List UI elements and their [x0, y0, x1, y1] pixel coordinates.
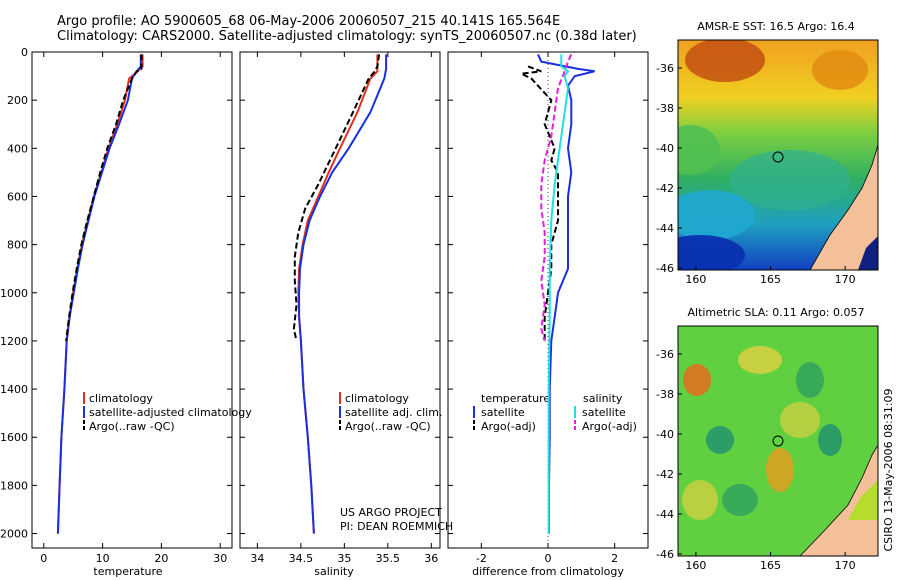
temp-legend-item-2: satellite-adjusted climatology [89, 406, 252, 419]
map-y-tick-label: -40 [656, 428, 674, 441]
series-line-satellite [547, 54, 570, 534]
map-y-tick-label: -38 [656, 102, 674, 115]
x-tick-label: 35 [337, 552, 351, 565]
series-line-argo-raw-qc- [65, 54, 143, 342]
diff-xlabel: difference from climatology [472, 565, 624, 578]
diff-legend-title-temperature: temperature [481, 392, 550, 405]
temp-legend-item-1: climatology [89, 392, 153, 405]
series-line-argo-adj- [540, 53, 573, 342]
map-y-tick-label: -36 [656, 62, 674, 75]
sal-legend-item-3: Argo(..raw -QC) [345, 420, 431, 433]
map-x-tick-label: 165 [760, 273, 781, 286]
sst-map-title: AMSR-E SST: 16.5 Argo: 16.4 [697, 20, 855, 33]
map-y-tick-label: -42 [656, 182, 674, 195]
argo-float-marker [772, 151, 784, 163]
x-tick-label: 35.5 [376, 552, 401, 565]
diff-legend-item-2: Argo(-adj) [481, 420, 536, 433]
sal-legend: climatology satellite adj. clim. Argo(..… [339, 392, 442, 433]
y-tick-label: 1000 [0, 287, 28, 300]
x-tick-label: 10 [96, 552, 110, 565]
y-tick-label: 1400 [0, 383, 28, 396]
sal-legend-item-1: climatology [345, 392, 409, 405]
figure-title-line2: Climatology: CARS2000. Satellite-adjuste… [57, 29, 637, 44]
y-tick-label: 0 [21, 46, 28, 59]
y-tick-label: 1800 [0, 479, 28, 492]
series-line-climatology [56, 54, 144, 534]
series-line-satellite-adj-clim- [298, 54, 388, 534]
y-tick-label: 200 [7, 94, 28, 107]
diff-legend-title-salinity: salinity [583, 392, 623, 405]
figure-title-line1: Argo profile: AO 5900605_68 06-May-2006 … [57, 14, 561, 29]
x-tick-label: 2 [611, 552, 618, 565]
x-tick-label: 20 [154, 552, 168, 565]
map-x-tick-label: 160 [685, 559, 706, 572]
plot-frame-0 [31, 51, 233, 549]
sla-map-title: Altimetric SLA: 0.11 Argo: 0.057 [687, 306, 864, 319]
map-x-tick-label: 170 [835, 273, 856, 286]
x-tick-label: 0 [40, 552, 47, 565]
y-tick-label: 800 [7, 239, 28, 252]
x-tick-label: 34 [250, 552, 264, 565]
plot-frame-1 [239, 51, 441, 549]
diff-legend-item-3: satellite [582, 406, 626, 419]
x-tick-label: 0 [545, 552, 552, 565]
timestamp-label: CSIRO 13-May-2006 08:31:09 [882, 388, 895, 551]
sal-legend-item-2: satellite adj. clim. [345, 406, 442, 419]
map-y-tick-label: -38 [656, 388, 674, 401]
map-y-tick-label: -42 [656, 468, 674, 481]
temp-xlabel: temperature [93, 565, 162, 578]
y-tick-label: 400 [7, 142, 28, 155]
series-line-satellite-adjusted-climatology [56, 54, 142, 534]
map-y-tick-label: -46 [656, 262, 674, 275]
y-tick-label: 1600 [0, 431, 28, 444]
sst-map-frame [677, 39, 879, 271]
x-tick-label: 30 [213, 552, 227, 565]
credit-line-2: PI: DEAN ROEMMICH [340, 520, 453, 533]
x-tick-label: 34.5 [289, 552, 314, 565]
temp-legend-item-3: Argo(..raw -QC) [89, 420, 175, 433]
map-y-tick-label: -40 [656, 142, 674, 155]
diff-legend-item-4: Argo(-adj) [582, 420, 637, 433]
sst-map: AMSR-E SST: 16.5 Argo: 16.4 160 165 170 -36… [656, 20, 879, 286]
map-y-tick-label: -44 [656, 222, 674, 235]
temp-legend: climatology satellite-adjusted climatolo… [83, 392, 252, 433]
series-line-argo-raw-qc- [292, 54, 381, 342]
x-tick-label: 36 [424, 552, 438, 565]
y-tick-label: 2000 [0, 528, 28, 541]
x-tick-label: -2 [476, 552, 487, 565]
map-y-tick-label: -36 [656, 348, 674, 361]
map-x-tick-label: 160 [685, 273, 706, 286]
map-x-tick-label: 170 [835, 559, 856, 572]
y-tick-label: 1200 [0, 335, 28, 348]
sal-xlabel: salinity [314, 565, 354, 578]
credit-line-1: US ARGO PROJECT [340, 506, 442, 519]
series-line-satellite [537, 53, 595, 534]
sla-map-frame [677, 325, 879, 557]
map-y-tick-label: -46 [656, 548, 674, 561]
diff-legend: temperature salinity satellite Argo(-adj… [473, 392, 637, 433]
diff-legend-item-1: satellite [481, 406, 525, 419]
map-x-tick-label: 165 [760, 559, 781, 572]
y-tick-label: 600 [7, 190, 28, 203]
map-y-tick-label: -44 [656, 508, 674, 521]
sla-map: Altimetric SLA: 0.11 Argo: 0.057 160 165 1… [656, 306, 879, 572]
argo-float-marker [772, 435, 784, 447]
